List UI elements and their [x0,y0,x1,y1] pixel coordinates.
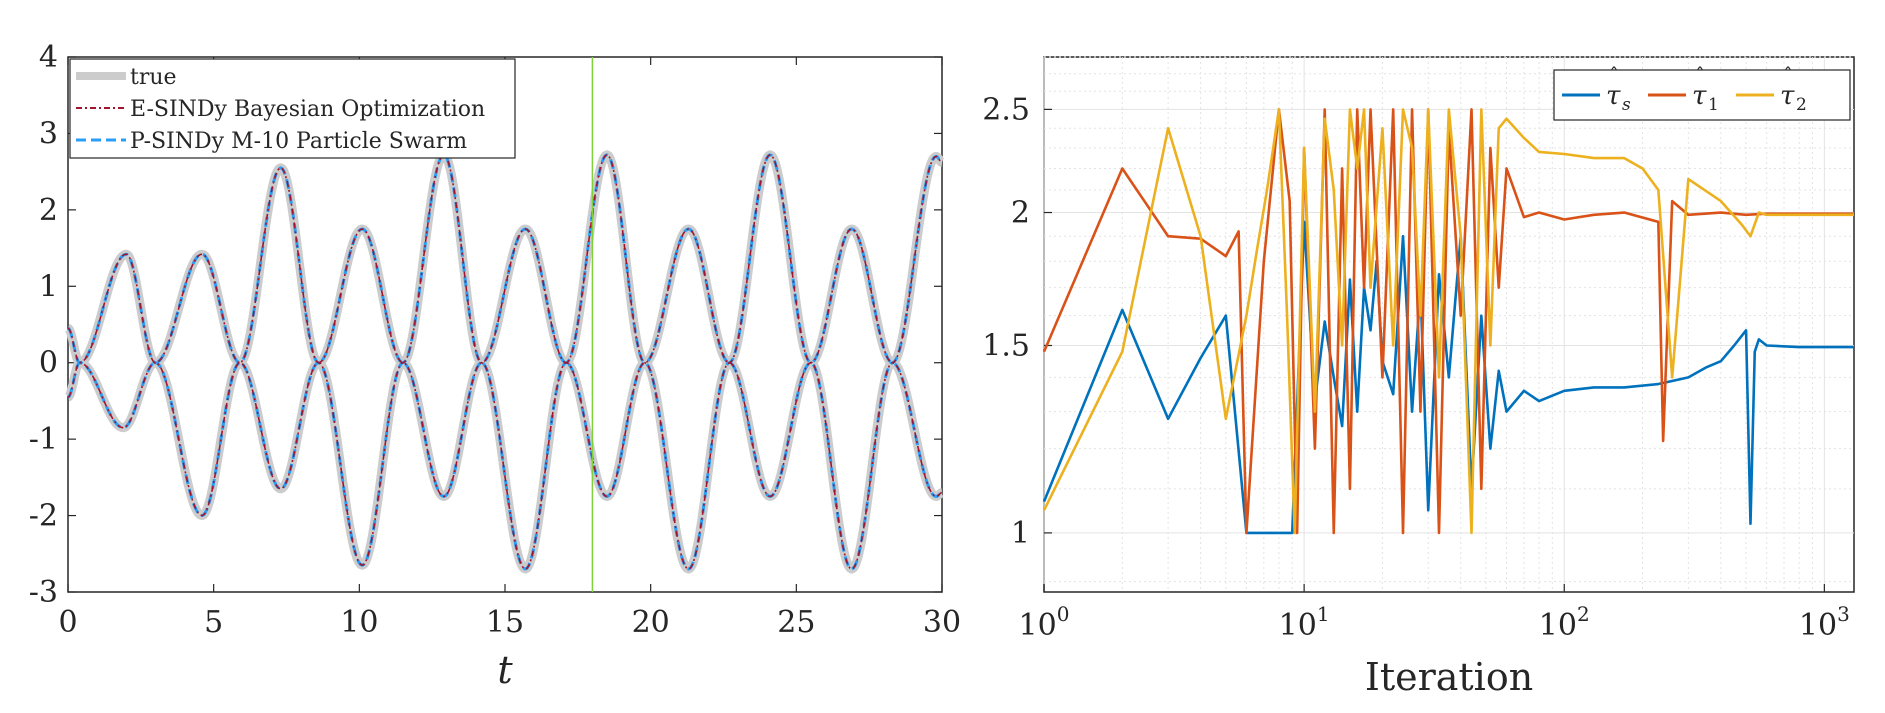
left-ytick-label: -1 [29,422,58,457]
left-xlabel: t [497,648,513,692]
esindy-curve-x1 [67,154,943,570]
legend-psindy-label: P-SINDy M-10 Particle Swarm [130,129,467,154]
legend-tau-s-hat: ˆ [1609,63,1619,87]
right-ytick-label: 1 [1011,516,1030,551]
legend-tau-1-label: τ ˆ 1 [1692,63,1719,115]
series-line-tau-2 [1042,108,1854,535]
legend-tau-s-sub: s [1622,95,1631,115]
left-xtick-label: 15 [486,605,524,640]
right-chart: 100 101 102 103 1 1.5 2 2.5 Iteration τ ˆ s τ ˆ… [982,56,1855,699]
left-ytick-label: 2 [39,193,58,228]
legend-tau-1-symbol: τ [1692,81,1707,111]
right-axis-ticks: 100 101 102 103 1 1.5 2 2.5 [982,92,1850,643]
right-series-layer [1042,108,1854,535]
right-legend: τ ˆ s τ ˆ 1 τ ˆ 2 [1553,63,1851,121]
right-ytick-label: 1.5 [982,328,1030,363]
left-xtick-label: 25 [777,605,815,640]
legend-tau-2-sub: 2 [1796,95,1807,115]
left-axis-ticks: 0 5 10 15 20 25 30 -3 -2 -1 0 1 2 3 4 [29,40,961,640]
left-ytick-label: 0 [39,346,58,381]
legend-tau-2-symbol: τ [1780,81,1795,111]
left-series-layer [63,150,947,574]
legend-tau-2-hat: ˆ [1783,63,1793,87]
left-legend: true E-SINDy Bayesian Optimization P-SIN… [69,58,516,159]
right-xtick-label: 103 [1799,602,1850,643]
right-ytick-label: 2.5 [982,92,1030,127]
legend-esindy-label: E-SINDy Bayesian Optimization [130,97,485,122]
legend-tau-1-hat: ˆ [1695,63,1705,87]
legend-true-label: true [130,65,177,90]
right-xtick-label: 100 [1019,602,1070,643]
legend-tau-s-label: τ ˆ s [1606,63,1631,115]
left-xtick-label: 0 [58,605,77,640]
right-legend-box [1553,69,1851,121]
right-xtick-label: 102 [1539,602,1590,643]
left-ytick-label: -2 [29,499,58,534]
right-ytick-label: 2 [1011,196,1030,231]
left-xtick-label: 5 [204,605,223,640]
left-ytick-label: -3 [29,575,58,610]
left-ytick-label: 3 [39,116,58,151]
right-xtick-label: 101 [1279,602,1330,643]
right-xlabel: Iteration [1365,655,1533,699]
legend-tau-1-sub: 1 [1708,95,1719,115]
esindy-curve-x2 [67,228,943,498]
left-xtick-label: 20 [632,605,670,640]
left-legend-box [69,58,516,159]
left-xtick-label: 10 [340,605,378,640]
left-xtick-label: 30 [923,605,961,640]
left-ytick-label: 1 [39,269,58,304]
legend-tau-s-symbol: τ [1606,81,1621,111]
legend-tau-2-label: τ ˆ 2 [1780,63,1807,115]
left-chart: 0 5 10 15 20 25 30 -3 -2 -1 0 1 2 3 4 t true E-SINDy B… [29,40,961,692]
left-ytick-label: 4 [39,40,58,75]
